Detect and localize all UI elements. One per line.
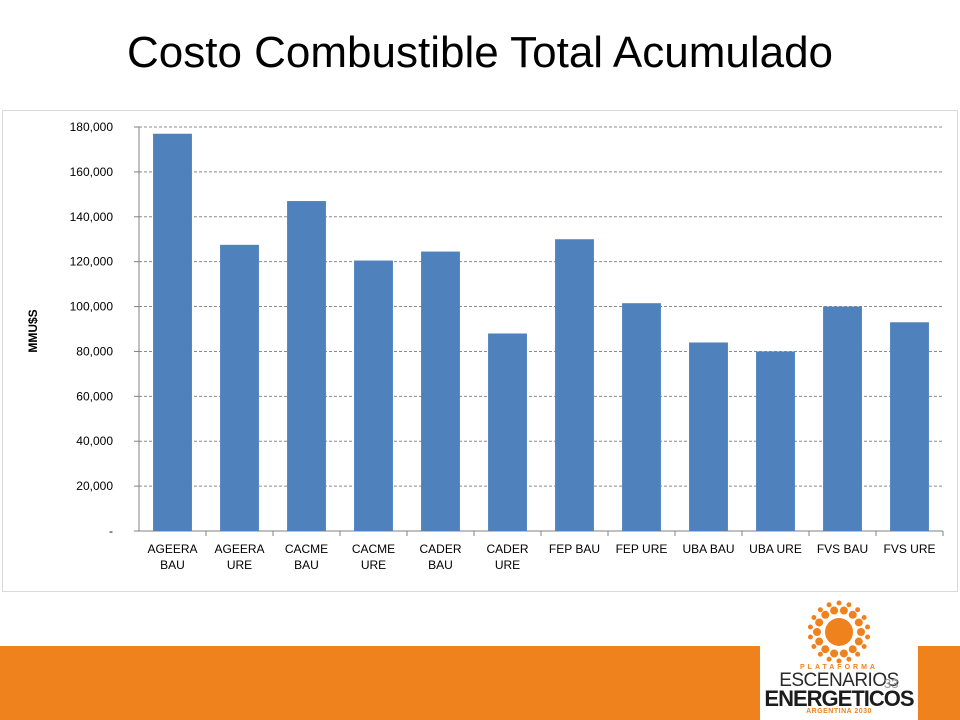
sun-ray-dot [817, 607, 823, 613]
sun-ray-dot [815, 637, 824, 646]
chart-container: - 20,000 40,000 60,000 80,000 100,000 120,000 1… [2, 110, 958, 592]
bar [689, 342, 728, 531]
sun-ray-dot [855, 651, 861, 657]
x-tick-label: CADER BAU [419, 542, 461, 572]
sun-ray-dot [815, 618, 824, 627]
sun-ray-dot [854, 618, 863, 627]
bar [153, 133, 192, 531]
bar [354, 260, 393, 531]
sun-ray-dot [865, 624, 871, 630]
y-tick-label: 80,000 [76, 344, 113, 358]
bar [823, 306, 862, 531]
sun-ray-dot [821, 610, 830, 619]
x-tick-label: UBA URE [749, 542, 802, 556]
bar [756, 351, 795, 531]
sun-ray-dot [807, 624, 813, 630]
sun-ray-dot [807, 634, 813, 640]
sun-ray-dot [854, 637, 863, 646]
sun-ray-dot [846, 602, 852, 608]
sun-ray-dot [811, 644, 817, 649]
x-tick-label: FVS URE [883, 542, 935, 556]
sun-ray-dot [848, 610, 857, 619]
bar [421, 251, 460, 532]
y-tick-label: 180,000 [70, 120, 114, 134]
y-axis-label: MMU$S [26, 309, 40, 352]
bar-chart: - 20,000 40,000 60,000 80,000 100,000 120,000 1… [26, 120, 944, 572]
x-tick-label: CADER URE [486, 542, 528, 572]
sun-ray-dot [839, 649, 848, 658]
sun-ray-dot [813, 628, 821, 636]
sun-ray-dot [830, 606, 839, 615]
sun-ray-dot [817, 651, 823, 657]
x-tick-label: CACME BAU [285, 542, 328, 572]
sun-ray-dot [848, 645, 857, 654]
sun-ray-dot [861, 644, 867, 649]
y-tick-label: 140,000 [70, 210, 114, 224]
sun-ray-dot [857, 628, 865, 636]
logo-escenarios: ESCENARIOS [779, 670, 899, 691]
y-tick-label: 60,000 [76, 389, 113, 403]
bar [220, 244, 259, 532]
x-tick-label: FEP URE [616, 542, 668, 556]
bar [890, 322, 929, 531]
sun-ray-dot [830, 649, 839, 658]
sun-ray-dot [839, 606, 848, 615]
sun-ray-dot [826, 656, 832, 662]
sun-ray-dot [836, 658, 842, 664]
bar [488, 333, 527, 531]
bar [555, 239, 594, 531]
sun-ray-dot [846, 656, 852, 662]
x-tick-label: CACME URE [352, 542, 395, 572]
y-tick-label: 20,000 [76, 479, 113, 493]
y-tick-label: - [109, 524, 113, 538]
sun-ray-dot [836, 600, 842, 606]
sun-ray-dot [855, 607, 861, 613]
y-tick-label: 160,000 [70, 165, 114, 179]
bar [287, 201, 326, 532]
x-tick-label: FEP BAU [549, 542, 600, 556]
sun-ray-dot [811, 615, 817, 620]
sun-ray-dot [826, 602, 832, 608]
y-tick-label: 120,000 [70, 255, 114, 269]
sun-ray-dot [821, 645, 830, 654]
x-tick-label: AGEERA URE [214, 542, 264, 572]
logo-plataforma: PLATAFORMA [800, 664, 878, 671]
logo-energeticos: ENERGETICOS [764, 686, 914, 711]
bar [622, 303, 661, 531]
x-tick-label: AGEERA BAU [147, 542, 197, 572]
slide-title: Costo Combustible Total Acumulado [126, 28, 834, 77]
x-tick-label: FVS BAU [817, 542, 868, 556]
x-tick-label: UBA BAU [682, 542, 734, 556]
logo-argentina: ARGENTINA 2030 [806, 708, 872, 715]
sun-core [825, 618, 853, 646]
y-tick-label: 40,000 [76, 434, 113, 448]
page-number: 33 [884, 676, 899, 691]
sun-ray-dot [865, 634, 871, 640]
sun-icon [807, 600, 871, 664]
logo: PLATAFORMA ESCENARIOS ENERGETICOS ARGENT… [760, 600, 918, 720]
y-tick-label: 100,000 [70, 300, 114, 314]
sun-ray-dot [861, 615, 867, 620]
